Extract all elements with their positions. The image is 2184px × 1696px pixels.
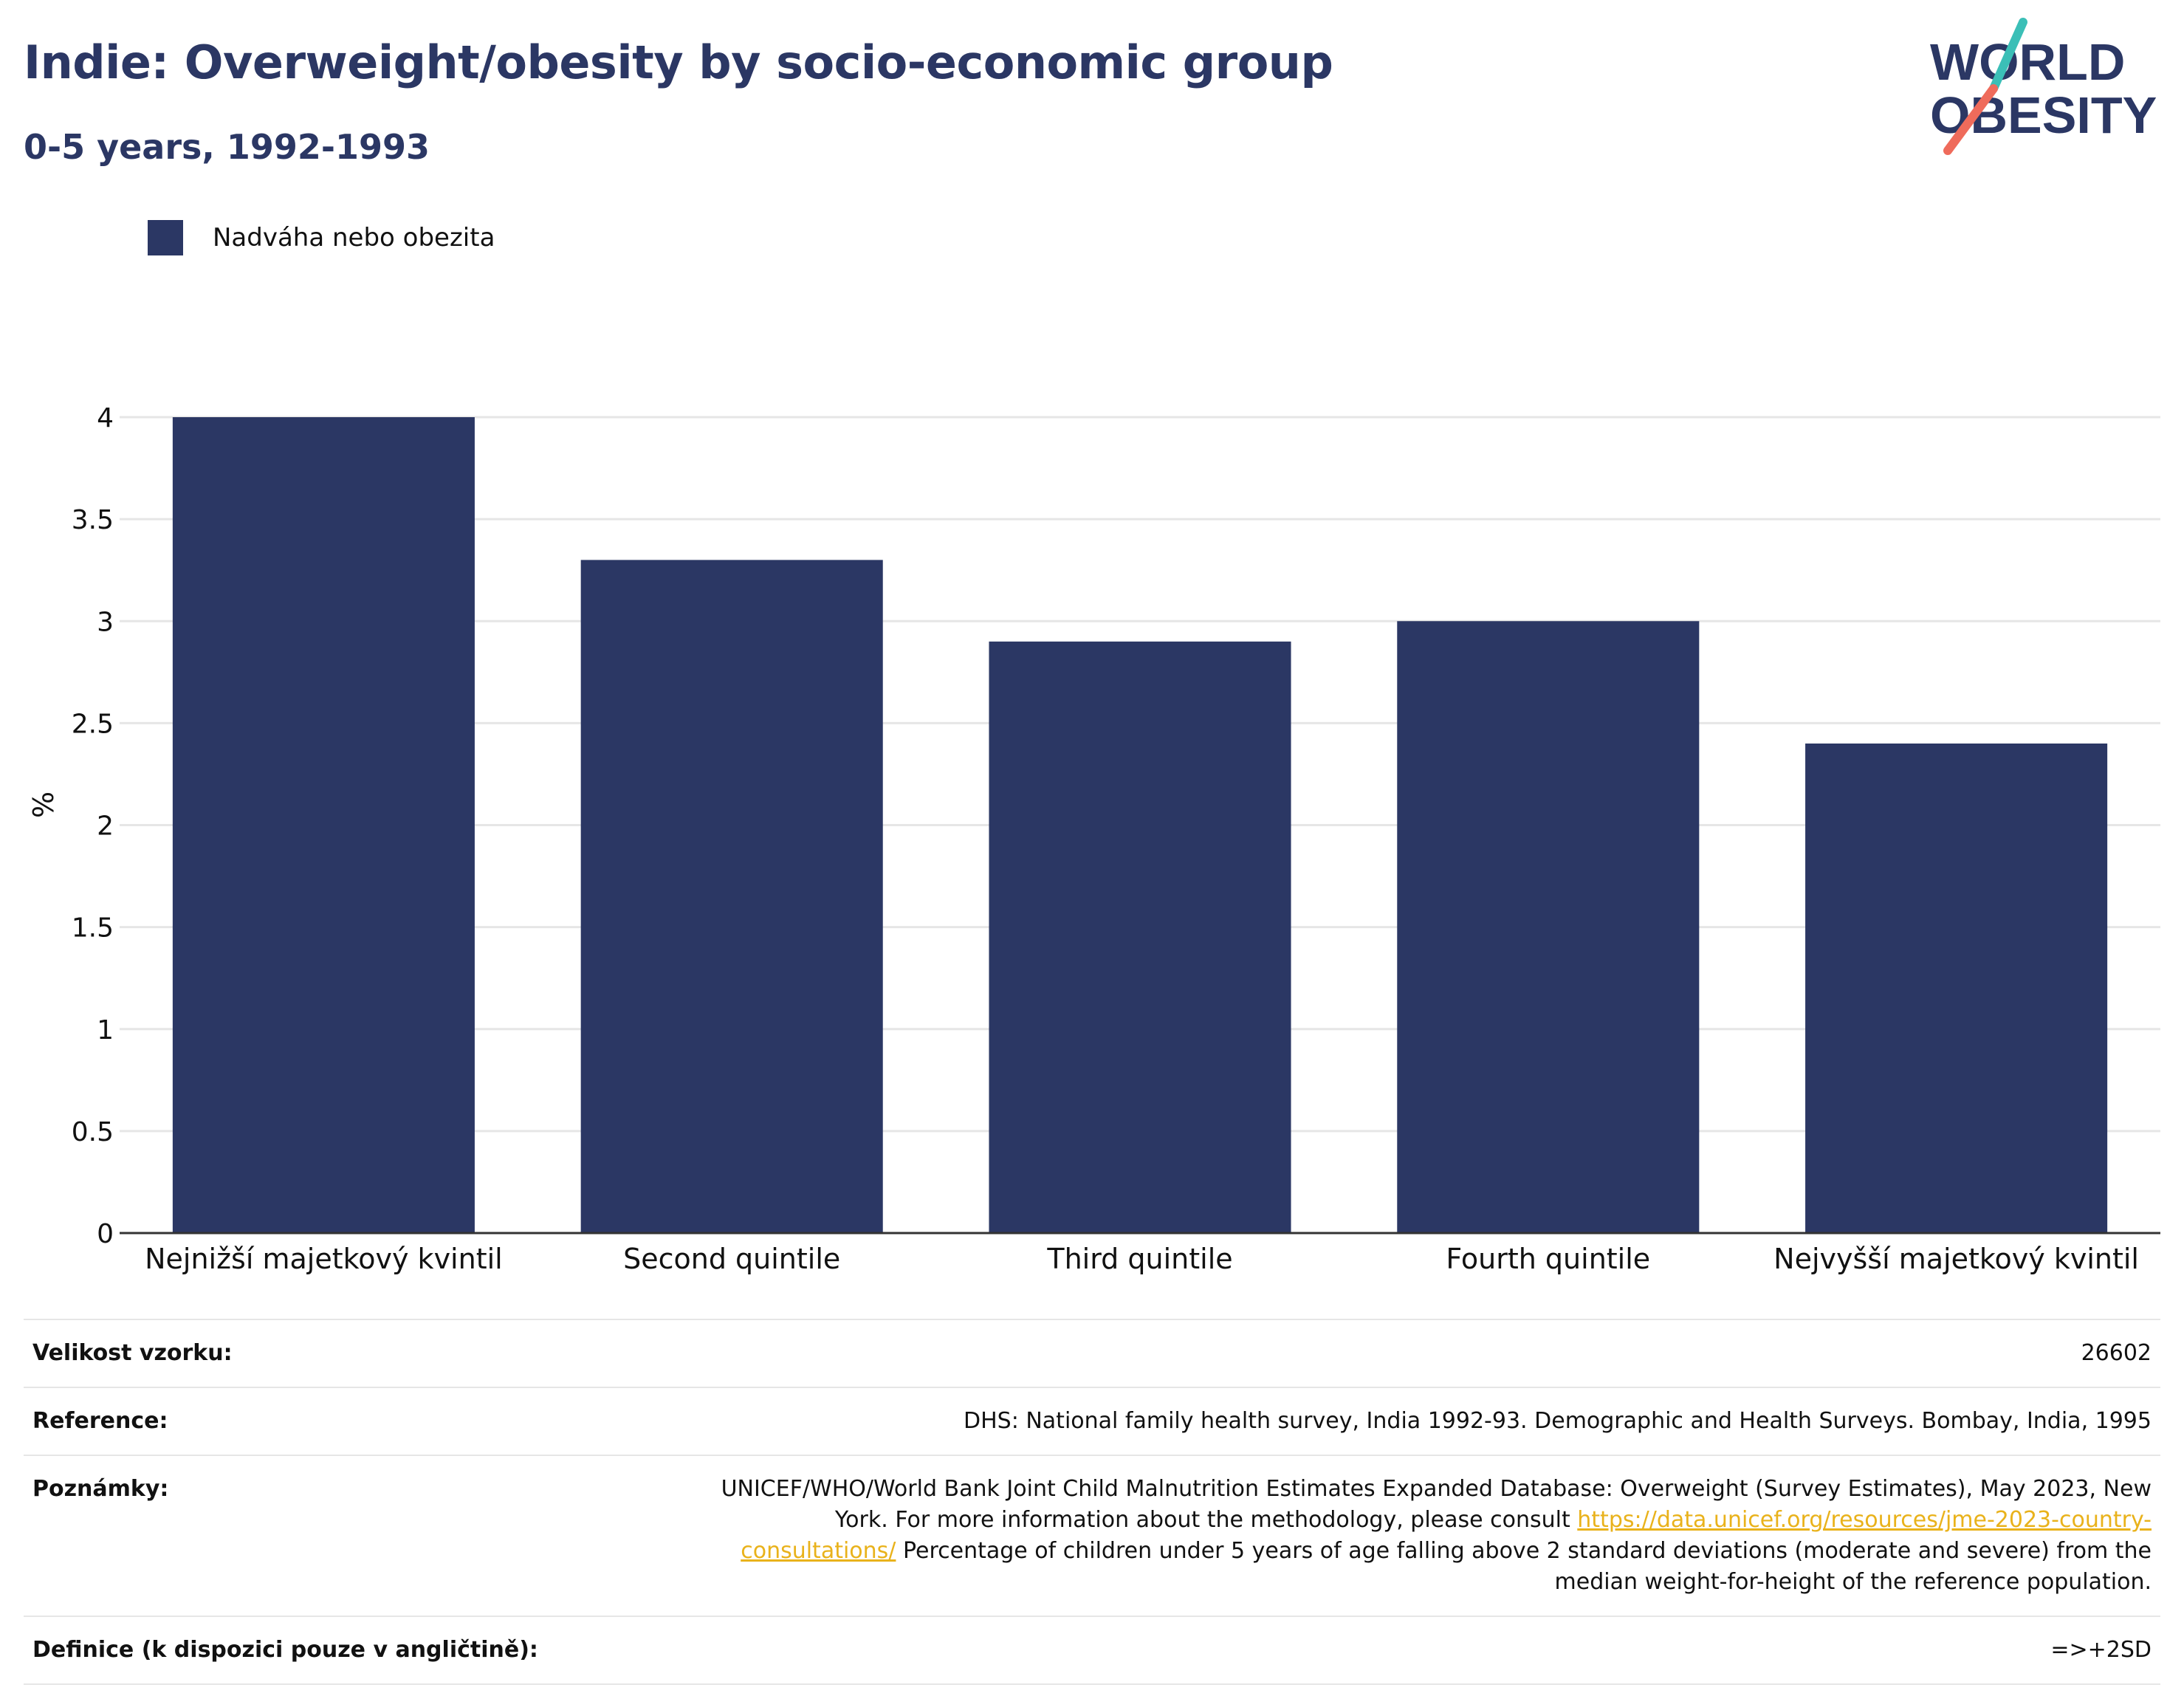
notes-text-before: UNICEF/WHO/World Bank Joint Child Malnut… <box>721 1476 2152 1533</box>
y-tick-label: 2 <box>97 811 114 842</box>
info-table: Velikost vzorku: 26602 Reference: DHS: N… <box>24 1319 2160 1685</box>
bar <box>580 560 883 1233</box>
logo-word-world: WORLD <box>1930 33 2125 91</box>
legend-label: Nadváha nebo obezita <box>213 223 495 253</box>
definition-value: =>+2SD <box>2050 1637 2152 1663</box>
bar <box>172 417 475 1233</box>
notes-text-after: Percentage of children under 5 years of … <box>902 1538 2152 1595</box>
y-tick-label: 3 <box>97 607 114 637</box>
bars <box>172 417 2108 1233</box>
y-tick-label: 0.5 <box>72 1117 114 1147</box>
chart-subtitle: 0-5 years, 1992-1993 <box>24 127 430 167</box>
bar <box>1805 744 2108 1233</box>
logo-slash-coral <box>1943 84 1998 155</box>
logo-word-obesity: OBESITY <box>1930 86 2157 144</box>
y-tick-label: 2.5 <box>72 709 114 739</box>
bar <box>989 641 1291 1233</box>
x-tick-label: Nejvyšší majetkový kvintil <box>1773 1243 2139 1275</box>
legend: Nadváha nebo obezita <box>148 220 495 255</box>
legend-swatch <box>148 220 183 255</box>
notes-row: Poznámky: UNICEF/WHO/World Bank Joint Ch… <box>24 1455 2160 1616</box>
chart-title: Indie: Overweight/obesity by socio-econo… <box>24 35 1333 89</box>
sample-size-label: Velikost vzorku: <box>32 1340 233 1366</box>
reference-label: Reference: <box>32 1408 168 1434</box>
x-tick-label: Second quintile <box>623 1243 840 1275</box>
axes: 0 0.5 1 1.5 2 2.5 3 3.5 4 Nejnižší majetkový kvin… <box>72 403 2160 1275</box>
y-tick-label: 3.5 <box>72 505 114 535</box>
y-tick-label: 0 <box>97 1219 114 1249</box>
x-tick-label: Nejnižší majetkový kvintil <box>145 1243 503 1275</box>
world-obesity-logo: WORLD OBESITY <box>1930 18 2157 155</box>
methodology-link[interactable]: https://data.unicef.org/resources/jme-20… <box>741 1507 2152 1564</box>
y-axis-label: % <box>27 792 60 818</box>
y-tick-label: 4 <box>97 403 114 433</box>
bar <box>1397 621 1700 1233</box>
sample-size-row: Velikost vzorku: 26602 <box>24 1319 2160 1387</box>
notes-label: Poznámky: <box>32 1476 169 1502</box>
y-tick-label: 1.5 <box>72 913 114 944</box>
logo-slash-teal <box>1989 18 2027 93</box>
sample-size-value: 26602 <box>2081 1340 2152 1366</box>
reference-row: Reference: DHS: National family health s… <box>24 1387 2160 1455</box>
x-tick-label: Fourth quintile <box>1446 1243 1650 1275</box>
definition-label: Definice (k dispozici pouze v angličtině… <box>32 1637 538 1663</box>
bar-chart: 0 0.5 1 1.5 2 2.5 3 3.5 4 Nejnižší majetkový kvin… <box>27 403 2160 1275</box>
notes-value: UNICEF/WHO/World Bank Joint Child Malnut… <box>706 1455 2160 1616</box>
y-tick-label: 1 <box>97 1015 114 1046</box>
reference-value: DHS: National family health survey, Indi… <box>964 1408 2152 1434</box>
definition-row: Definice (k dispozici pouze v angličtině… <box>24 1616 2160 1684</box>
x-tick-label: Third quintile <box>1046 1243 1232 1275</box>
